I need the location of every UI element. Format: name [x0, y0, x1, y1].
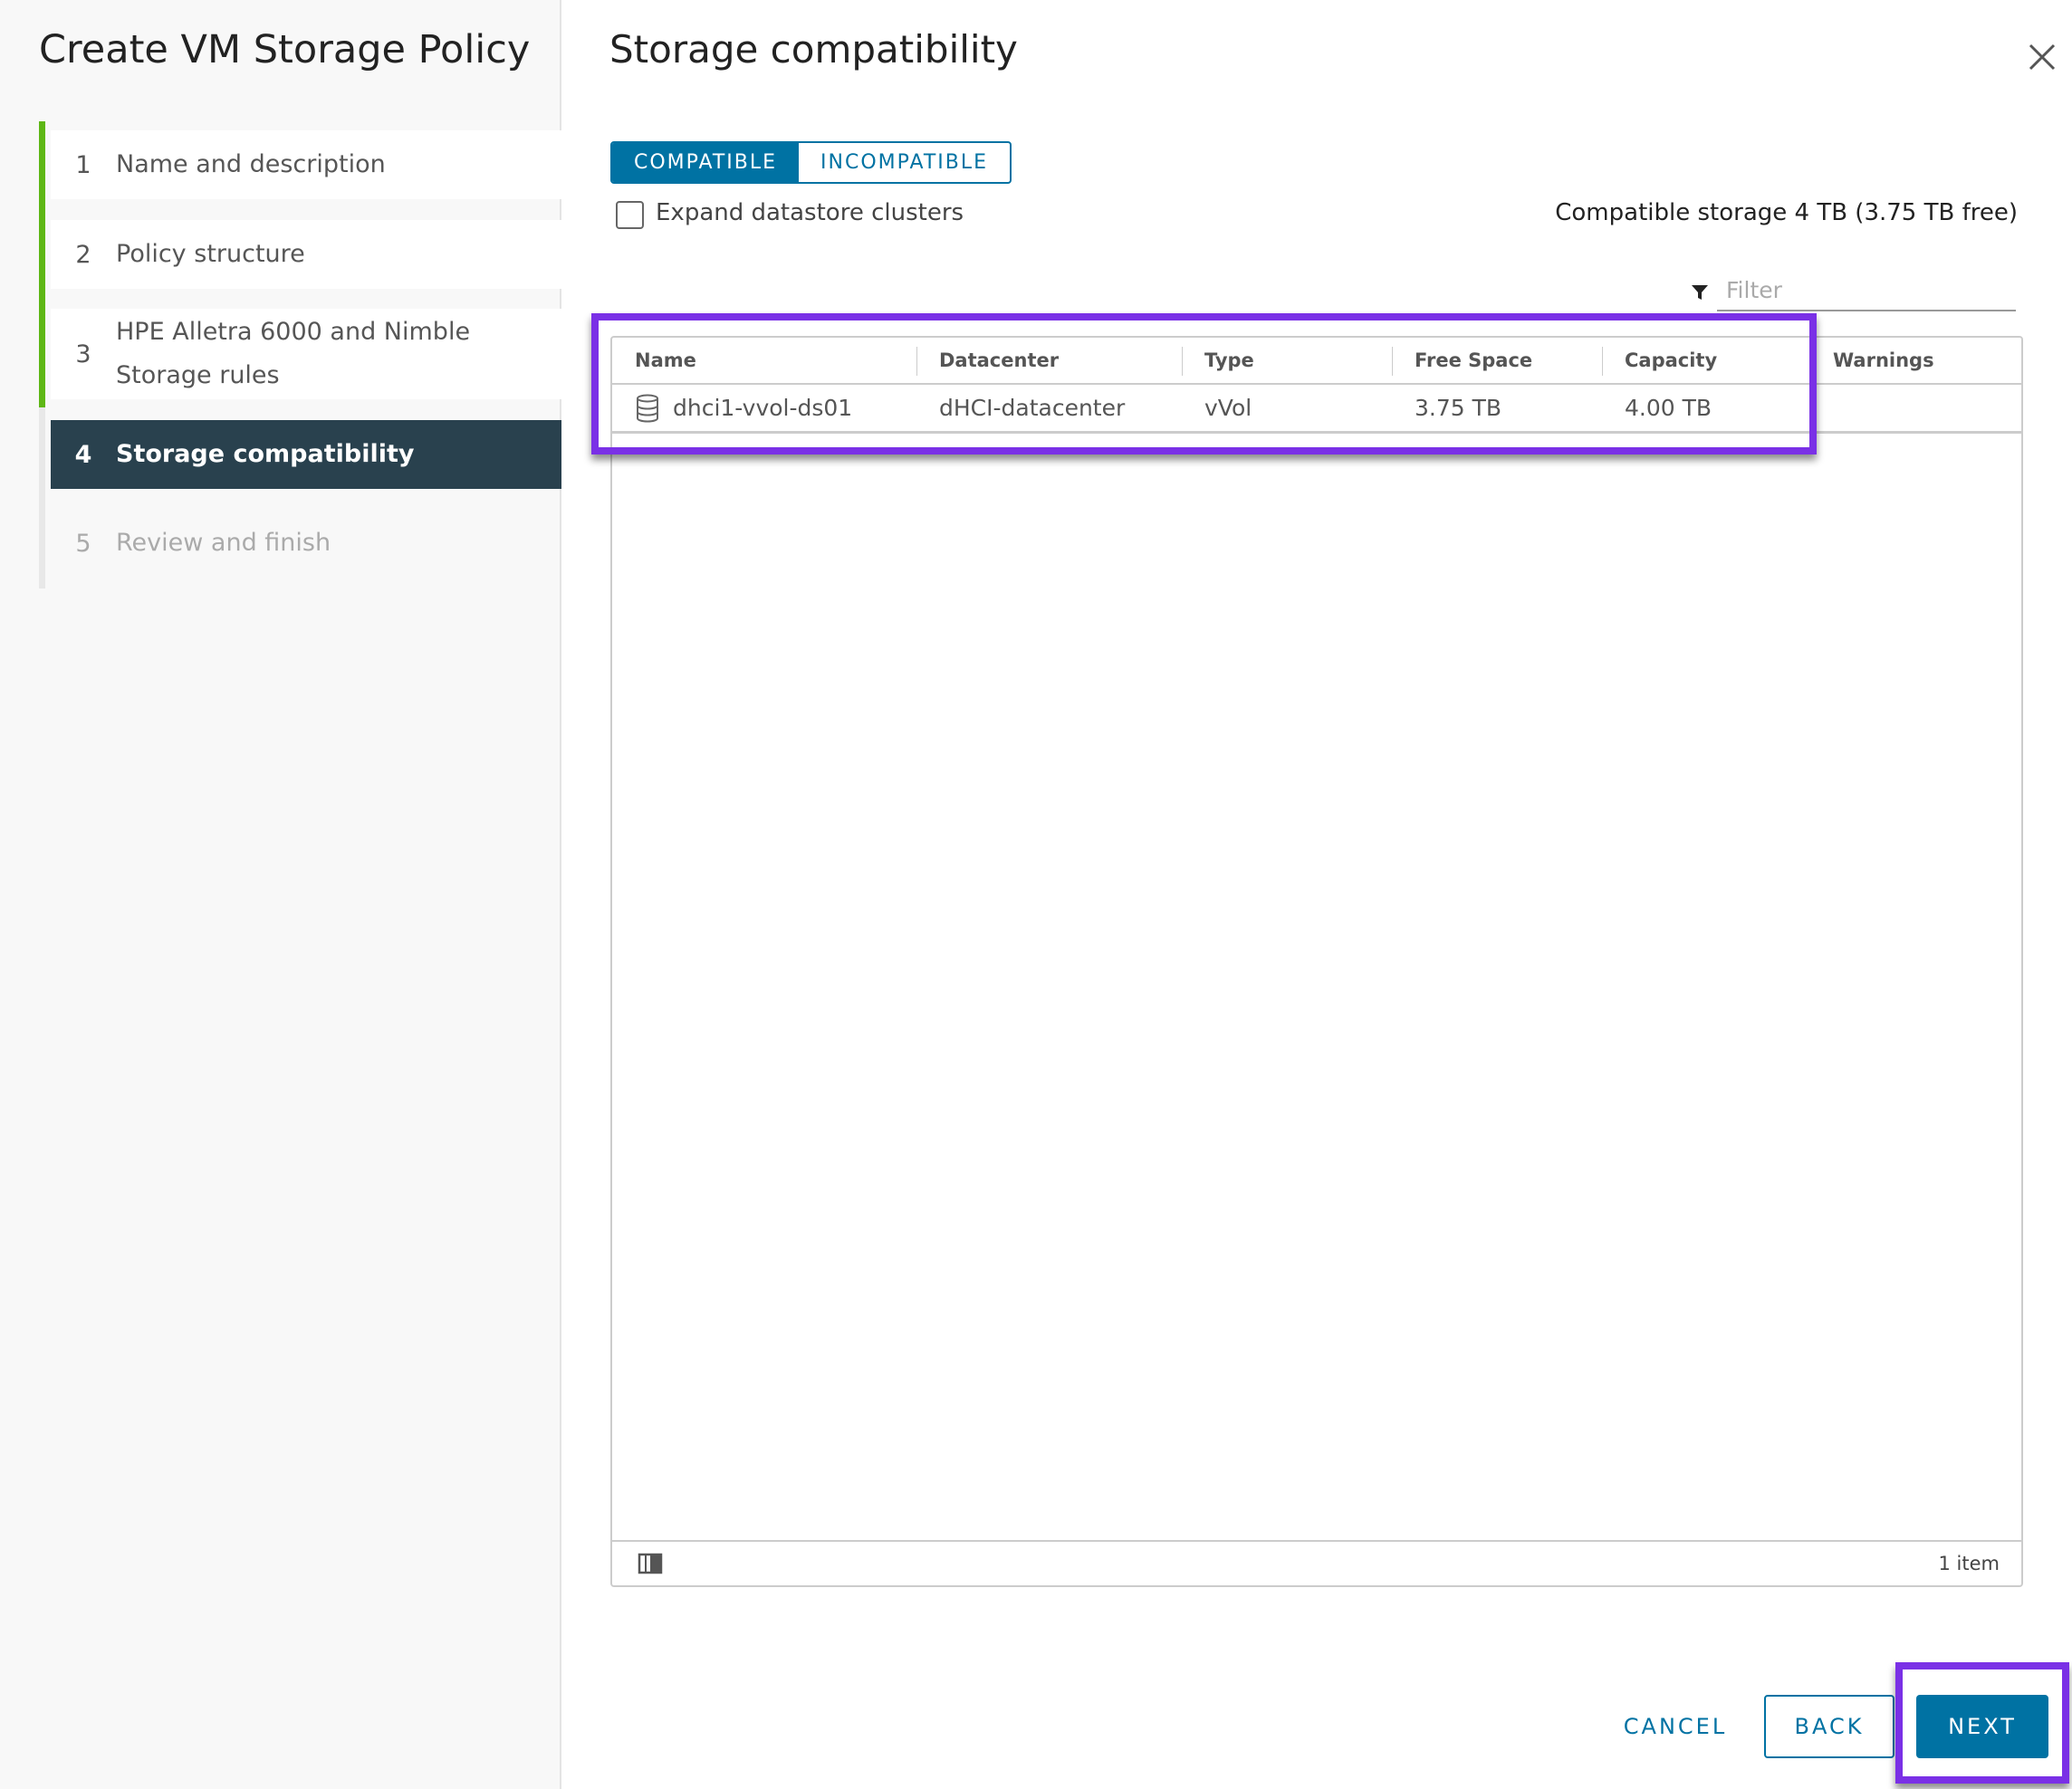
cell-free-space: 3.75 TB: [1415, 395, 1502, 421]
step-number: 4: [74, 440, 92, 469]
step-storage-compatibility[interactable]: 4 Storage compatibility: [51, 420, 561, 489]
column-header-free-space[interactable]: Free Space: [1392, 338, 1602, 383]
column-header-type[interactable]: Type: [1182, 338, 1392, 383]
expand-clusters-checkbox[interactable]: [616, 201, 644, 229]
expand-clusters-label[interactable]: Expand datastore clusters: [656, 199, 964, 226]
step-review-and-finish: 5 Review and finish: [51, 512, 561, 575]
wizard-title: Create VM Storage Policy: [39, 27, 531, 72]
compatibility-toggle: COMPATIBLE INCOMPATIBLE: [610, 141, 1012, 184]
grid-footer: 1 item: [612, 1540, 2021, 1585]
step-label: Name and description: [116, 150, 386, 178]
step-number: 2: [75, 240, 91, 269]
filter-icon[interactable]: [1690, 282, 1710, 302]
cancel-button[interactable]: CANCEL: [1623, 1714, 1728, 1739]
step-storage-rules[interactable]: 3 HPE Alletra 6000 and Nimble Storage rul…: [51, 309, 561, 399]
item-count: 1 item: [1938, 1553, 2000, 1574]
datastore-grid: Name Datacenter Type Free Space Capacity…: [610, 336, 2023, 1587]
compatible-storage-summary: Compatible storage 4 TB (3.75 TB free): [1555, 199, 2018, 226]
close-icon[interactable]: [2023, 38, 2061, 76]
step-policy-structure[interactable]: 2 Policy structure: [51, 220, 561, 289]
tab-incompatible[interactable]: INCOMPATIBLE: [820, 151, 989, 174]
page-title: Storage compatibility: [609, 27, 1018, 72]
back-button[interactable]: BACK: [1764, 1695, 1895, 1758]
step-number: 3: [75, 340, 91, 368]
step-number: 1: [75, 150, 91, 179]
progress-bar-remaining: [39, 407, 45, 588]
cell-capacity: 4.00 TB: [1625, 395, 1712, 421]
filter-input[interactable]: [1717, 270, 2016, 311]
column-header-warnings[interactable]: Warnings: [1810, 338, 2021, 383]
cell-datacenter: dHCI-datacenter: [939, 395, 1126, 421]
table-row[interactable]: dhci1-vvol-ds01 dHCI-datacenter vVol 3.7…: [612, 385, 2021, 434]
step-number: 5: [75, 529, 91, 558]
wizard-sidebar: [0, 0, 561, 1789]
column-header-capacity[interactable]: Capacity: [1602, 338, 1810, 383]
progress-bar-completed: [39, 121, 45, 407]
step-label: Policy structure: [116, 240, 305, 268]
datastore-icon: [637, 394, 658, 423]
cell-name: dhci1-vvol-ds01: [612, 385, 916, 431]
step-label: Storage compatibility: [116, 440, 415, 468]
cell-type: vVol: [1204, 395, 1252, 421]
column-header-datacenter[interactable]: Datacenter: [916, 338, 1182, 383]
column-toggle-icon[interactable]: [638, 1553, 663, 1574]
step-name-and-description[interactable]: 1 Name and description: [51, 130, 561, 199]
step-label: HPE Alletra 6000 and Nimble Storage rule…: [116, 318, 471, 389]
cell-warnings: [1810, 385, 2021, 431]
column-header-name[interactable]: Name: [635, 349, 696, 371]
datastore-name: dhci1-vvol-ds01: [673, 395, 853, 421]
next-button[interactable]: NEXT: [1916, 1695, 2048, 1758]
grid-header: Name Datacenter Type Free Space Capacity…: [612, 338, 2021, 385]
tab-compatible[interactable]: COMPATIBLE: [612, 143, 800, 182]
step-label: Review and finish: [116, 529, 331, 557]
